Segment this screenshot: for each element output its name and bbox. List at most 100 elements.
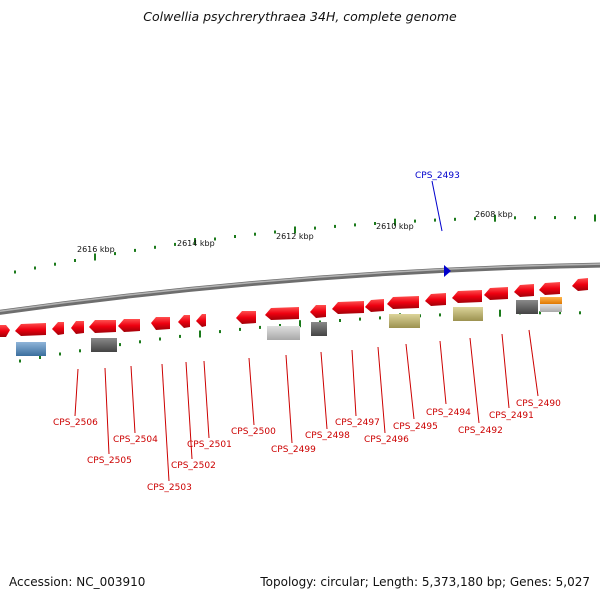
minor-tick [474,217,476,221]
minor-tick [259,325,261,329]
gene-arrow[interactable] [572,278,588,291]
minor-tick [74,259,76,262]
major-tick [199,330,201,338]
feature-box[interactable] [453,307,483,321]
minor-tick [334,224,336,228]
gene-arrow[interactable] [387,296,419,309]
kbp-label: 2616 kbp [77,245,115,254]
minor-tick [439,313,441,317]
minor-tick [154,245,156,249]
gene-label[interactable]: CPS_2490 [516,399,561,409]
gene-label[interactable]: CPS_2500 [231,427,276,437]
gene-arrow[interactable] [332,301,364,314]
major-tick [294,226,296,234]
gene-arrow[interactable] [0,325,10,337]
minor-tick [54,262,56,266]
gene-label[interactable]: CPS_2504 [113,435,158,445]
gene-leader-lines [74,329,539,482]
minor-tick [219,330,221,334]
minor-tick [579,311,581,315]
gene-arrow[interactable] [514,284,534,297]
gene-arrow[interactable] [89,320,116,333]
gene-label[interactable]: CPS_2492 [458,426,503,436]
gene-arrow[interactable] [71,321,84,334]
minor-tick [279,324,281,327]
gene-label[interactable]: CPS_2495 [393,422,438,432]
major-tick [494,214,496,222]
gene-arrow[interactable] [52,322,64,335]
minor-tick [359,317,361,321]
minor-tick [339,319,341,322]
feature-box[interactable] [516,300,538,314]
gene-label[interactable]: CPS_2503 [147,483,192,493]
minor-tick [434,218,436,222]
gene-arrow[interactable] [196,314,206,327]
major-tick [594,214,596,222]
feature-box[interactable] [16,342,46,356]
gene-label[interactable]: CPS_2502 [171,461,216,471]
minor-tick [514,216,516,220]
upper-tick-row [14,214,596,274]
highlight-leader-line [431,180,443,232]
gene-arrow[interactable] [310,305,326,318]
minor-tick [159,337,161,341]
minor-tick [119,343,121,347]
gene-arrow[interactable] [539,282,560,295]
gene-arrow[interactable] [151,317,170,330]
minor-tick [34,266,36,270]
gene-arrow[interactable] [15,323,46,336]
gene-arrow[interactable] [236,311,256,324]
gene-label[interactable]: CPS_2498 [305,431,350,441]
minor-tick [39,356,41,359]
gene-label[interactable]: CPS_2497 [335,418,380,428]
gene-label[interactable]: CPS_2496 [364,435,409,445]
genome-title: Colwellia psychrerythraea 34H, complete … [143,9,457,24]
minor-tick [454,217,456,221]
feature-box[interactable] [540,297,562,304]
minor-tick [379,316,381,320]
gene-track [0,278,588,356]
feature-box[interactable] [540,304,562,312]
minor-tick [59,352,61,356]
accession-text: Accession: NC_003910 [9,575,146,589]
feature-box[interactable] [311,322,327,336]
highlight-gene-label[interactable]: CPS_2493 [415,171,460,181]
minor-tick [534,216,536,220]
minor-tick [79,349,81,353]
minor-tick [179,334,181,338]
genome-backbone-highlight [0,263,600,313]
topology-text: Topology: circular; Length: 5,373,180 bp… [260,575,590,589]
gene-arrow[interactable] [178,315,190,328]
feature-box[interactable] [389,314,420,328]
gene-arrow[interactable] [365,299,384,312]
kbp-label: 2614 kbp [177,239,215,248]
gene-label[interactable]: CPS_2505 [87,456,132,466]
feature-box[interactable] [267,326,300,340]
gene-arrow[interactable] [265,307,299,320]
gene-arrow[interactable] [452,290,482,303]
minor-tick [234,235,236,238]
gene-label[interactable]: CPS_2494 [426,408,471,418]
minor-tick [114,252,116,256]
minor-tick [174,242,176,246]
gene-arrow[interactable] [425,293,446,306]
gene-arrow[interactable] [118,319,140,332]
minor-tick [19,359,21,363]
gene-label[interactable]: CPS_2506 [53,418,98,428]
minor-tick [354,223,356,227]
genome-backbone [0,262,600,315]
minor-tick [554,216,556,220]
major-tick [194,238,196,246]
kbp-label: 2610 kbp [376,222,414,231]
kbp-label: 2612 kbp [276,232,314,241]
gene-label[interactable]: CPS_2491 [489,411,534,421]
major-tick [299,320,301,328]
kbp-label: 2608 kbp [475,210,513,219]
minor-tick [274,230,276,234]
feature-box[interactable] [91,338,117,352]
gene-label[interactable]: CPS_2499 [271,445,316,455]
minor-tick [314,226,316,230]
gene-arrow[interactable] [484,287,508,300]
gene-label[interactable]: CPS_2501 [187,440,232,450]
